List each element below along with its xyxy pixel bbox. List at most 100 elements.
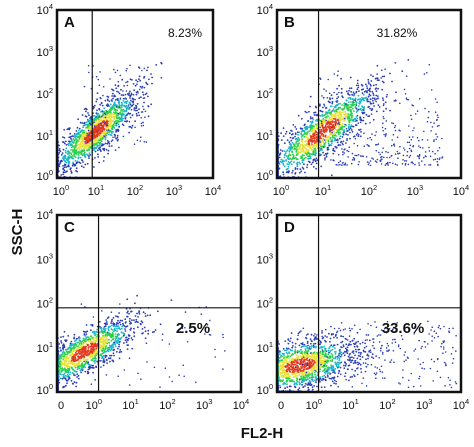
data-point [300,132,302,135]
data-point [116,325,119,328]
data-point [295,151,297,153]
x-tick-label: 103 [407,183,423,198]
data-point [354,97,357,100]
data-point [114,329,117,332]
data-point [135,318,138,321]
y-tick-label: 104 [257,2,273,17]
data-point [96,149,99,152]
data-point [118,351,121,354]
data-point [81,114,84,116]
data-point [60,364,63,367]
data-point [316,124,319,127]
data-point [290,332,293,334]
data-point [380,163,383,165]
data-point [134,315,137,317]
data-point [319,130,321,133]
data-point [77,363,80,366]
data-point [322,140,325,143]
data-point [78,136,81,139]
data-point [304,123,306,126]
data-point [94,379,97,381]
data-point [335,129,338,131]
data-point [101,336,104,339]
data-point [74,357,77,359]
data-point [65,151,67,154]
data-point [101,310,103,312]
data-point [123,104,126,107]
data-point [68,136,71,139]
data-point [282,173,285,176]
data-point [294,132,297,135]
data-point [127,108,130,111]
data-point [100,330,103,333]
data-point [105,319,108,321]
data-point [112,335,115,338]
data-point [81,159,83,161]
data-point [84,366,87,369]
data-point [129,97,131,99]
data-point [103,349,106,352]
data-point [122,104,125,107]
y-tick-label: 103 [37,44,53,59]
data-point [86,123,88,126]
data-point [79,121,82,124]
data-point [80,355,83,357]
data-point [311,120,314,123]
data-point [88,157,90,160]
data-point [73,133,76,135]
data-point [99,141,101,144]
data-point [62,353,64,355]
data-point [107,104,109,107]
data-point [97,112,100,115]
data-point [64,140,67,143]
data-point [114,99,117,101]
data-point [424,107,426,110]
data-point [88,340,90,343]
data-point [76,132,79,135]
data-point [362,109,365,111]
data-point [346,130,349,132]
data-point [374,98,376,101]
data-point [390,144,393,147]
data-point [74,164,77,167]
data-point [92,338,94,341]
data-point [121,103,124,105]
data-point [66,382,68,385]
data-point [107,326,110,329]
data-point [147,332,150,335]
data-point [297,137,300,139]
data-point [383,117,385,120]
data-point [357,108,360,111]
data-point [370,80,373,82]
data-point [97,153,99,156]
data-point [312,150,315,152]
panel-label: A [64,14,75,31]
points-A [56,61,163,179]
data-point [365,83,367,86]
data-point [77,129,80,132]
data-point [116,136,119,139]
data-point [382,104,385,107]
data-point [73,381,76,384]
data-point [114,338,117,340]
data-point [108,338,110,341]
data-point [433,140,435,142]
data-point [382,99,385,102]
data-point [78,150,80,153]
data-point [370,98,372,100]
data-point [133,327,135,330]
data-point [291,172,293,174]
data-point [296,138,299,141]
data-point [439,157,441,159]
data-point [283,156,286,159]
data-point [131,319,133,321]
data-point [114,110,117,112]
data-point [71,347,74,350]
data-point [336,87,338,90]
data-point [104,142,107,145]
data-point [178,374,180,377]
data-point [409,144,412,147]
data-point [127,334,130,336]
